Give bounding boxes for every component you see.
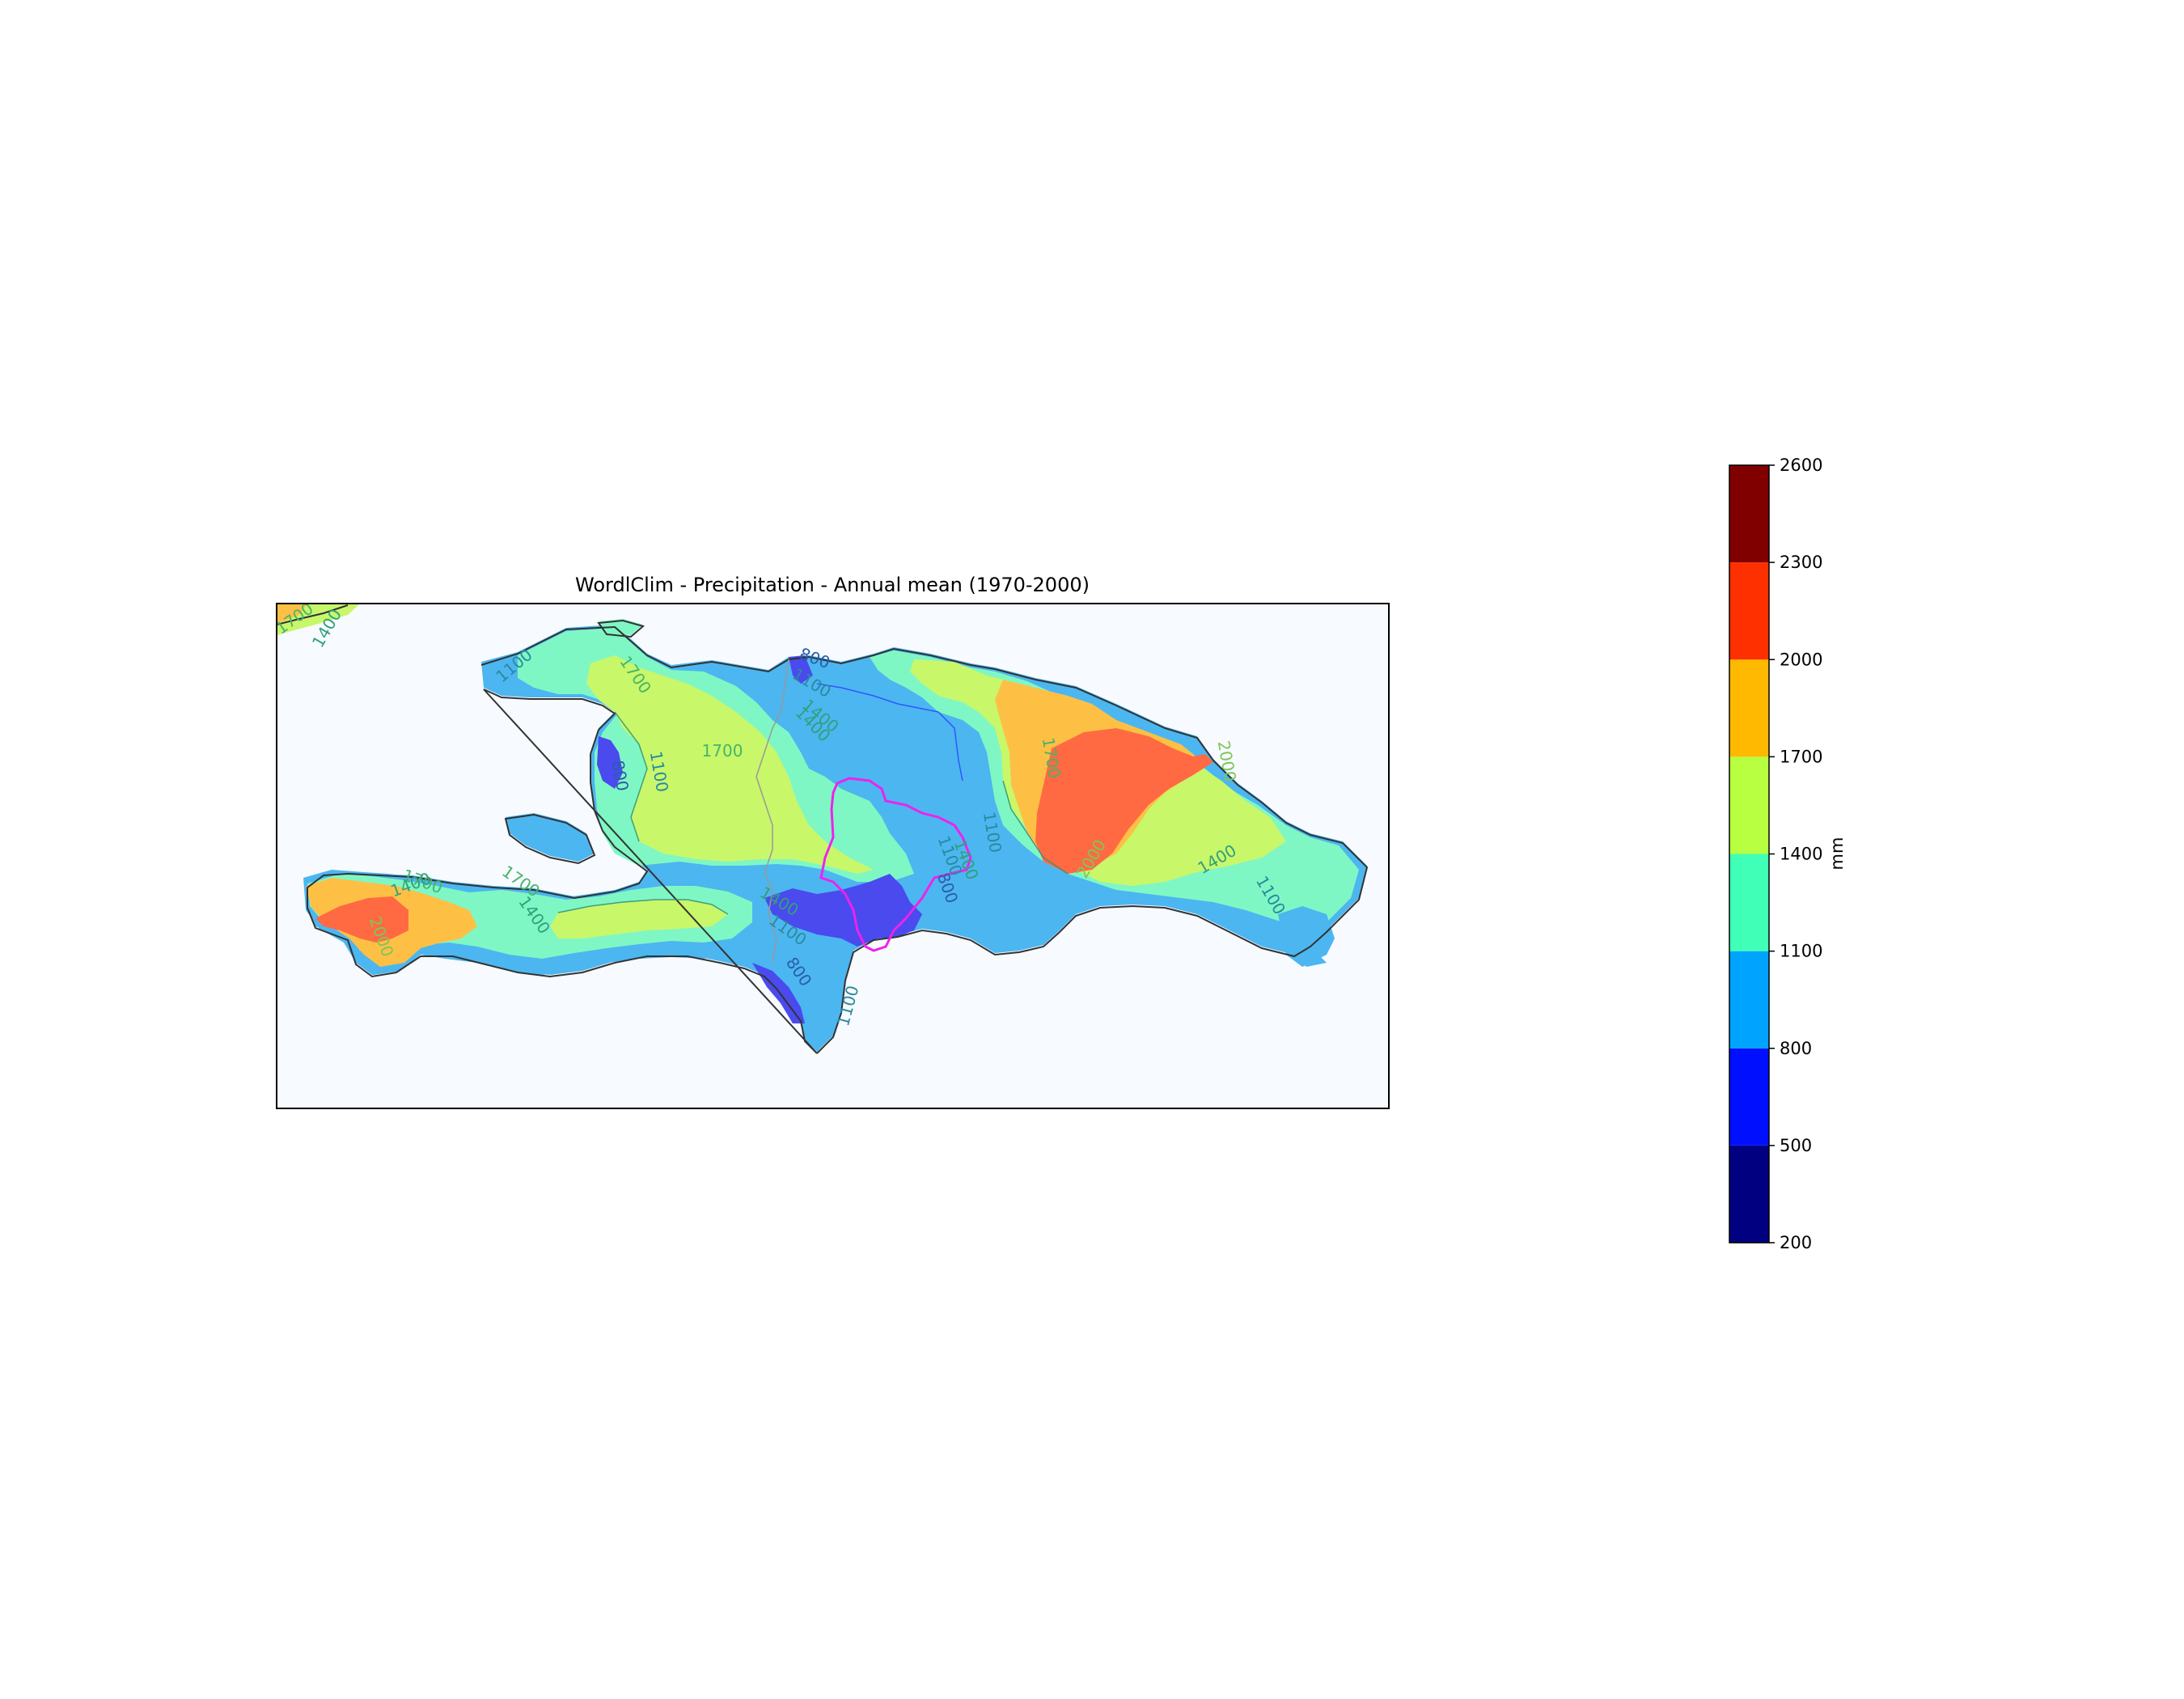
- colorbar-band: [1729, 1048, 1769, 1146]
- saona-island: [1290, 951, 1327, 967]
- colorbar: 200 500 800 1100 1400 1700 2000 2300 2600 mm: [1729, 455, 1847, 1252]
- cuba-corner-2000: [277, 604, 307, 623]
- colorbar-band: [1729, 1145, 1769, 1243]
- colorbar-ticks: 200 500 800 1100 1400 1700 2000 2300 2600: [1769, 455, 1822, 1252]
- region-1700-mm: [586, 655, 874, 874]
- country-border: [756, 659, 789, 964]
- colorbar-tick-label: 200: [1780, 1233, 1812, 1252]
- colorbar-band: [1729, 756, 1769, 854]
- region-1700-mm-southwest: [550, 900, 728, 938]
- map-frame: [276, 603, 1390, 1109]
- colorbar-band: [1729, 465, 1769, 563]
- colorbar-tick-label: 2000: [1780, 650, 1822, 669]
- contour-lines: [557, 711, 1069, 915]
- colorbar-tick-label: 500: [1780, 1136, 1812, 1155]
- colorbar-tick-label: 2600: [1780, 455, 1822, 475]
- colorbar-tick-label: 1700: [1780, 747, 1822, 766]
- map-title: WordlClim - Precipitation - Annual mean …: [575, 574, 1090, 596]
- colorbar-band: [1729, 562, 1769, 660]
- colorbar-band: [1729, 854, 1769, 951]
- colorbar-label: mm: [1827, 837, 1847, 871]
- rivers: [816, 683, 963, 782]
- colorbar-tick-label: 1100: [1780, 942, 1822, 961]
- basin-outline: [819, 777, 972, 952]
- colorbar-tick-label: 2300: [1780, 553, 1822, 572]
- region-800-mm: [764, 874, 922, 947]
- colorbar-band: [1729, 659, 1769, 757]
- region-2300-mm: [1035, 728, 1213, 874]
- contour-label: 1700: [702, 741, 743, 761]
- colorbar-tick-label: 1400: [1780, 845, 1822, 864]
- region-2300-mm-southwest: [315, 896, 408, 943]
- gonave-island: [506, 813, 595, 862]
- region-1100-mm-east-tip: [1278, 906, 1335, 967]
- colorbar-tick-label: 800: [1780, 1039, 1812, 1058]
- precipitation-field: [277, 604, 1367, 1052]
- coastline: [277, 604, 1369, 1054]
- region-800-mm-north: [789, 655, 813, 684]
- region-800-mm-northwest: [597, 736, 623, 789]
- colorbar-bands: [1729, 465, 1769, 1243]
- colorbar-band: [1729, 951, 1769, 1049]
